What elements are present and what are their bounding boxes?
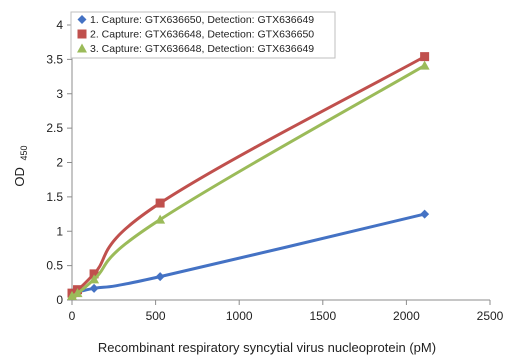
- legend-item-1: 1. Capture: GTX636650, Detection: GTX636…: [77, 14, 314, 26]
- legend-marker-triangle: [77, 43, 87, 53]
- legend-marker-3-shape: [77, 43, 87, 53]
- series-3-point: [72, 288, 83, 298]
- series-3-point: [89, 274, 100, 284]
- x-tick-label: 1500: [309, 309, 336, 323]
- y-axis-title-sub: 450: [19, 145, 29, 160]
- series-3-point: [67, 290, 77, 300]
- axes: [67, 24, 491, 305]
- legend-label-3: 3. Capture: GTX636648, Detection: GTX636…: [90, 43, 314, 55]
- series-1-point: [420, 209, 430, 219]
- y-axis-title: OD 450: [12, 145, 29, 186]
- legend-box: [70, 11, 336, 59]
- legend-marker-diamond: [77, 15, 87, 24]
- x-tick-label: 500: [146, 309, 166, 323]
- y-tick-label: 3.5: [46, 52, 63, 66]
- y-tick-label: 3: [56, 87, 63, 101]
- y-tick-label: 1.5: [46, 190, 63, 204]
- y-tick-label: 0.5: [46, 259, 63, 273]
- series-layer: [67, 52, 430, 300]
- legend: 1. Capture: GTX636650, Detection: GTX636…: [70, 11, 336, 59]
- legend-marker-square: [77, 29, 87, 39]
- legend-label-1: 1. Capture: GTX636650, Detection: GTX636…: [90, 14, 314, 26]
- x-tick-label: 1000: [226, 309, 253, 323]
- y-tick-label: 0: [56, 293, 63, 307]
- series-3-point: [419, 60, 430, 70]
- series-2: [67, 52, 430, 298]
- series-1-line: [70, 212, 427, 297]
- series-2-point: [89, 269, 99, 279]
- x-axis-title: Recombinant respiratory syncytial virus …: [98, 340, 436, 355]
- y-axis-title-main: OD: [12, 167, 27, 187]
- series-3-point: [155, 214, 166, 224]
- series-1-point: [89, 283, 99, 293]
- legend-marker-1-shape: [77, 15, 87, 24]
- series-2-point: [420, 52, 430, 62]
- series-2-point: [155, 198, 165, 208]
- series-3: [67, 60, 430, 300]
- y-tick-label: 2.5: [46, 121, 63, 135]
- x-tick-label: 0: [69, 309, 76, 323]
- x-tick-label: 2500: [477, 309, 504, 323]
- legend-item-2: 2. Capture: GTX636648, Detection: GTX636…: [77, 29, 314, 41]
- y-tick-label: 1: [56, 224, 63, 238]
- tick-labels: 0 0.5 1 1.5 2 2.5 3 3.5 4 0 500 1000 1500 2000 2500: [46, 18, 503, 323]
- legend-marker-2-shape: [77, 29, 87, 39]
- legend-label-2: 2. Capture: GTX636648, Detection: GTX636…: [90, 29, 314, 41]
- series-3-line: [70, 64, 427, 298]
- series-1-point: [155, 272, 165, 282]
- legend-item-3: 3. Capture: GTX636648, Detection: GTX636…: [77, 43, 314, 55]
- y-tick-label: 2: [56, 156, 63, 170]
- series-1: [67, 209, 430, 300]
- y-tick-label: 4: [56, 18, 63, 32]
- series-2-line: [70, 55, 427, 295]
- x-tick-label: 2000: [393, 309, 420, 323]
